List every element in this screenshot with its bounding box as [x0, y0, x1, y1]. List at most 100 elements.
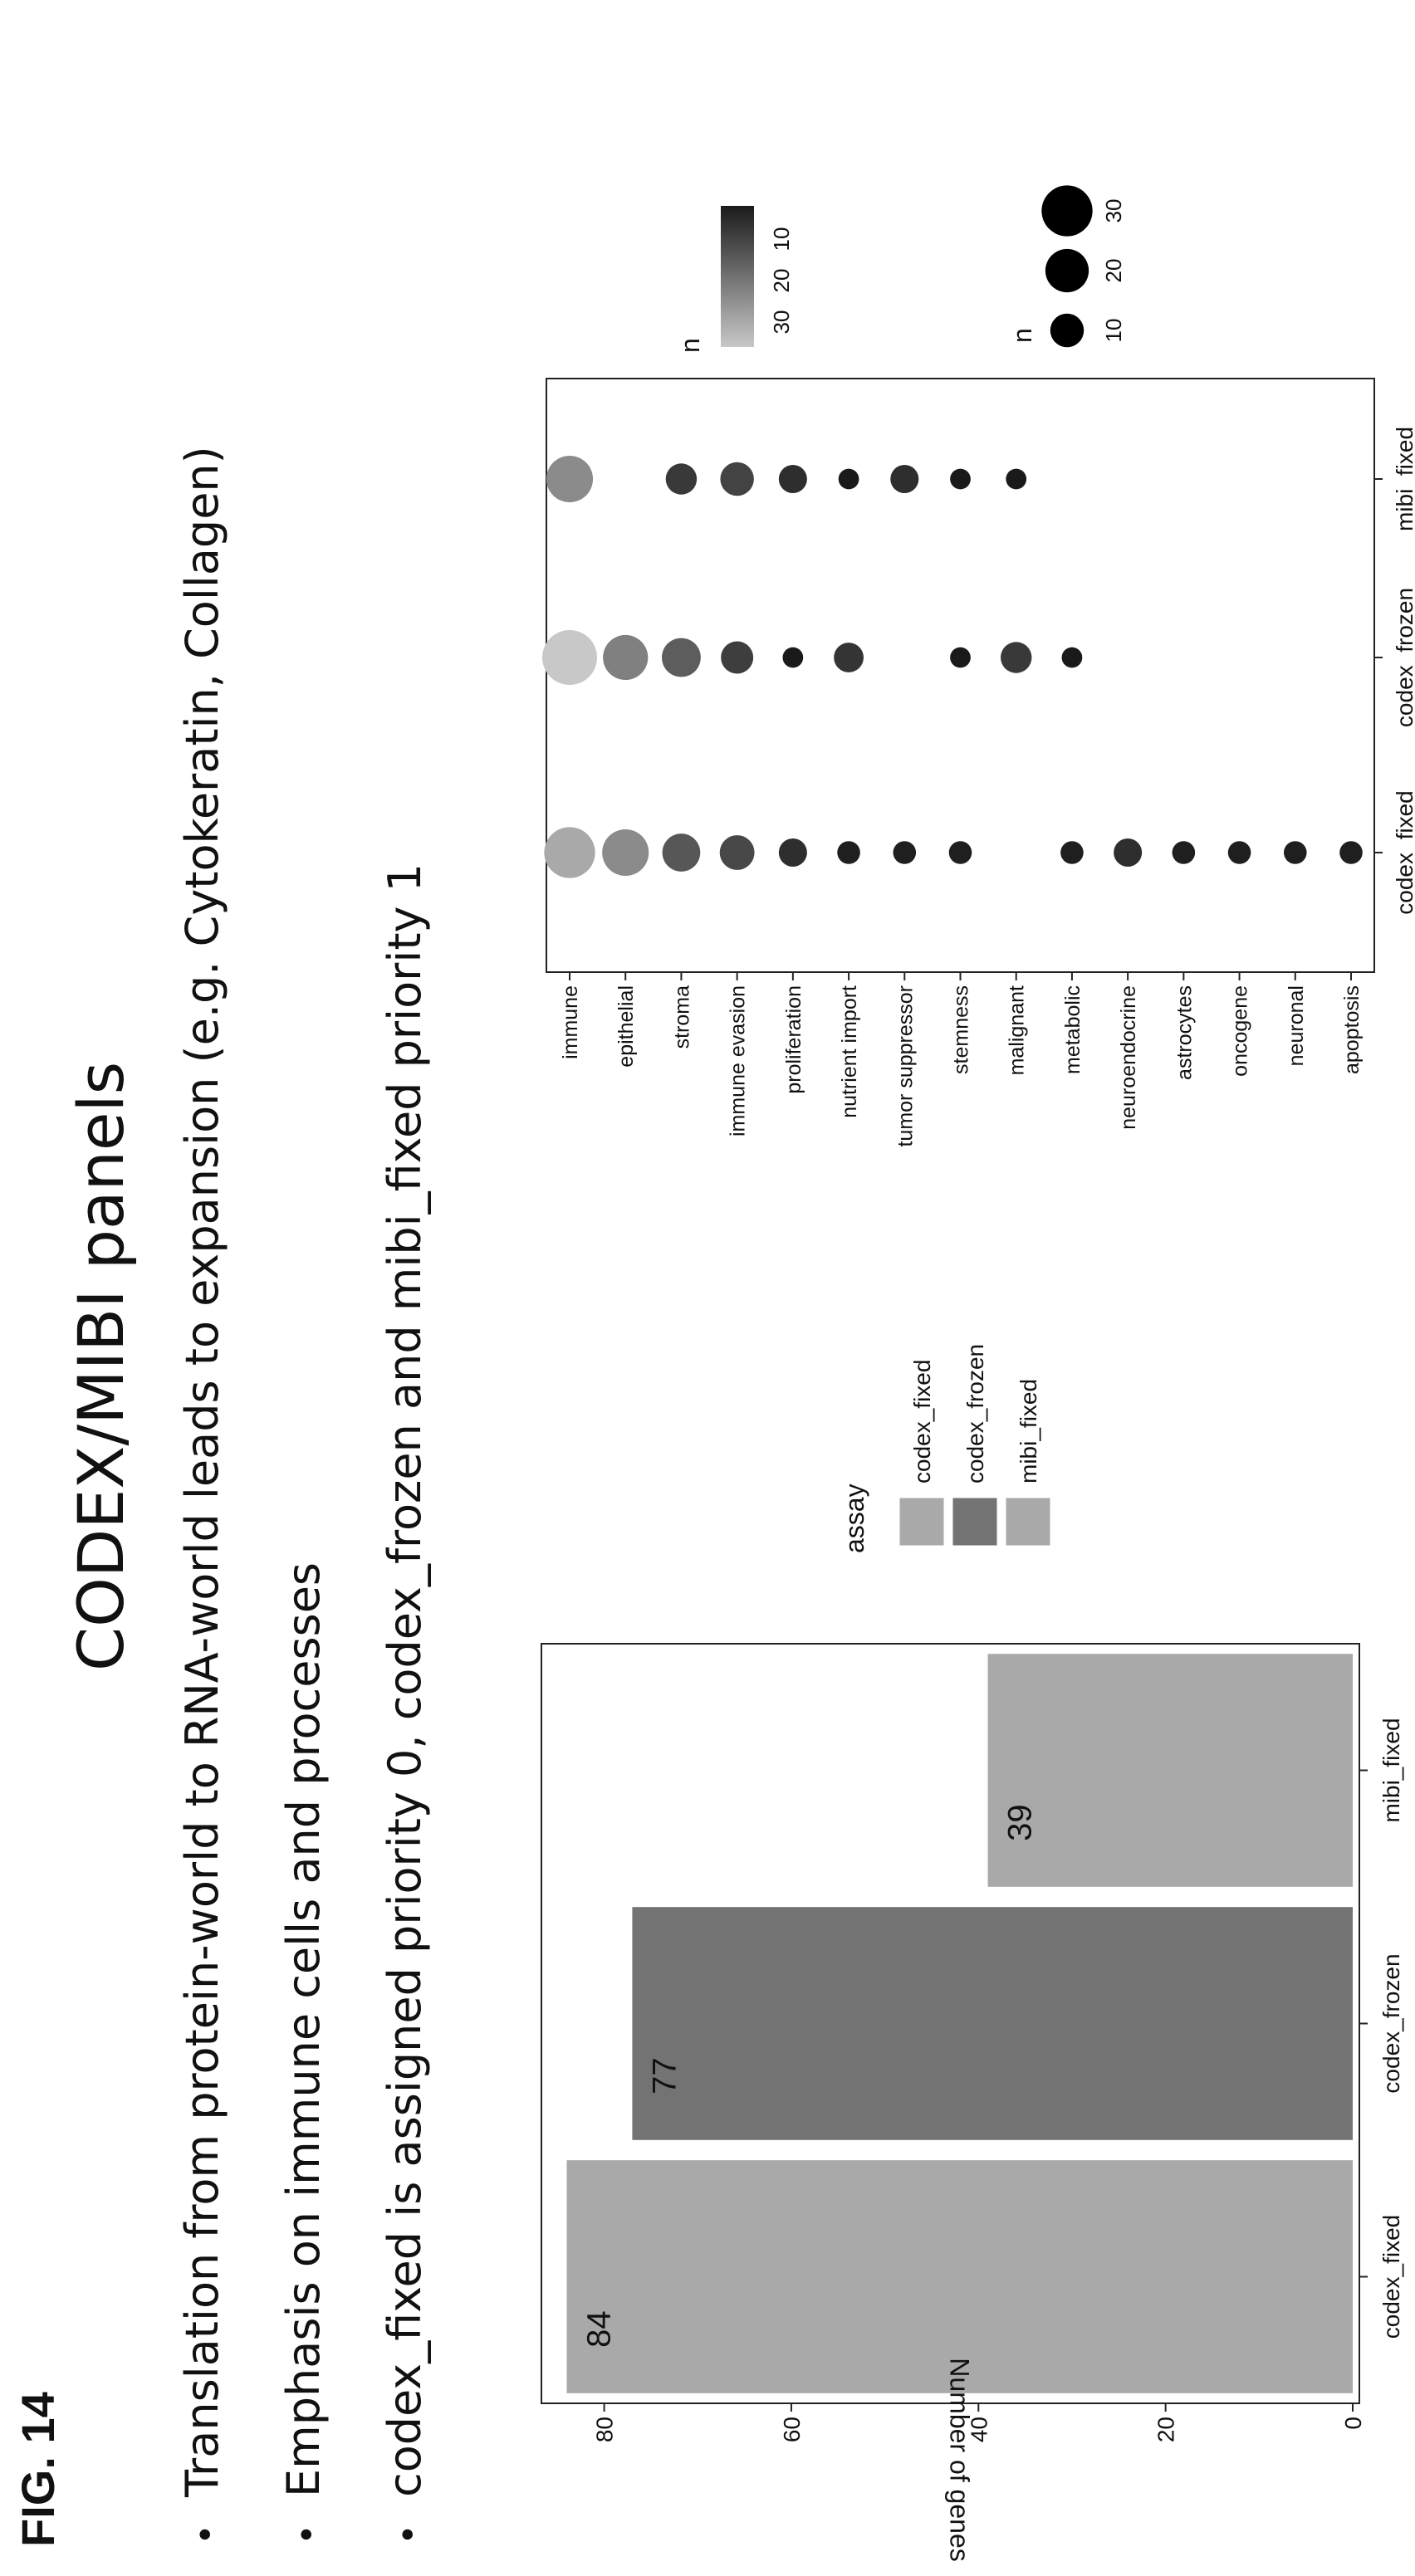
bar-data-label: 39 — [1002, 1804, 1039, 1841]
dot-y-tick-label: metabolic — [1061, 985, 1085, 1074]
bullet-3-text: codex_fixed is assigned priority 0, code… — [379, 863, 431, 2497]
size-legend-tick-label: 10 — [1101, 319, 1126, 343]
color-legend-tick-label: 20 — [769, 269, 794, 293]
dot-codex_fixed-neuronal — [1283, 841, 1307, 864]
bar-y-tick-label: 80 — [592, 2417, 618, 2442]
dot-x-tick-label: codex_fixed — [1392, 790, 1415, 914]
bar-codex_fixed — [566, 2160, 1353, 2393]
bar-legend-title: assay — [840, 1484, 869, 1553]
dot-mibi_fixed-stroma — [665, 463, 698, 495]
dot-y-tick-label: oncogene — [1229, 985, 1252, 1077]
bar-legend-swatch — [950, 1495, 1000, 1548]
dot-y-tick-label: stemness — [950, 985, 973, 1074]
figure-label: FIG. 14 — [12, 2392, 64, 2547]
color-legend: n 30 20 10 — [675, 206, 794, 353]
bullet-2-text: Emphasis on immune cells and processes — [277, 1562, 330, 2497]
color-legend-tick-label: 30 — [769, 310, 794, 335]
dot-mibi_fixed-stemness — [950, 468, 971, 490]
dot-codex_fixed-immune — [544, 827, 595, 878]
bar-legend-label: mibi_fixed — [1016, 1379, 1041, 1484]
dot-codex_frozen-malignant — [1000, 642, 1032, 673]
dot-codex_frozen-stroma — [662, 638, 701, 677]
dot-mibi_fixed-tumor-suppressor — [890, 464, 919, 494]
dot-y-tick-label: proliferation — [782, 985, 805, 1094]
dot-codex_fixed-metabolic — [1060, 841, 1084, 864]
size-legend-dot — [1041, 185, 1093, 237]
dot-codex_frozen-proliferation — [782, 647, 804, 668]
dot-codex_frozen-immune-evasion — [721, 641, 754, 674]
color-legend-tick-label: 10 — [769, 227, 794, 252]
dot-codex_fixed-nutrient-import — [837, 841, 860, 864]
bar-chart: 0 20 40 60 80 84 77 39 codex_fixed codex_frozen… — [541, 1344, 1404, 2562]
dot-plot: immune epithelial stroma immune evasion prol… — [542, 185, 1415, 1147]
color-legend-bar — [721, 206, 754, 347]
dot-codex_fixed-proliferation — [778, 838, 807, 868]
dot-y-tick-label: neuroendocrine — [1117, 985, 1140, 1130]
dot-mibi_fixed-proliferation — [778, 464, 807, 494]
size-legend-tick-label: 20 — [1101, 259, 1126, 283]
dot-plot-panel — [546, 378, 1375, 973]
bar-series: 84 77 39 — [566, 1654, 1354, 2393]
bar-data-label: 84 — [581, 2310, 618, 2348]
dot-mibi_fixed-malignant — [1006, 468, 1027, 490]
dot-codex_fixed-epithelial — [602, 829, 649, 877]
dot-y-tick-label: immune evasion — [727, 985, 750, 1136]
bar-y-tick-label: 60 — [779, 2417, 805, 2442]
dot-codex_fixed-oncogene — [1227, 841, 1251, 864]
bullet-2-marker: • — [284, 2528, 327, 2541]
bar-x-tick-label: codex_fixed — [1378, 2215, 1404, 2339]
dot-y-tick-label: malignant — [1006, 985, 1029, 1075]
bar-mibi_fixed — [987, 1654, 1354, 1887]
dot-x-axis: codex_fixed codex_frozen mibi_fixed — [1374, 427, 1415, 915]
dot-codex_frozen-metabolic — [1061, 647, 1083, 668]
bar-y-axis-label: Number of genes — [945, 2358, 975, 2561]
dot-x-tick-label: codex_frozen — [1392, 588, 1415, 727]
dot-y-tick-label: apoptosis — [1340, 985, 1364, 1074]
bar-codex_frozen — [632, 1907, 1353, 2140]
bar-legend: assay codex_fixed codex_frozen mibi_fixed — [840, 1344, 1053, 1553]
dot-mibi_fixed-nutrient-import — [838, 468, 859, 490]
dot-y-tick-label: stroma — [670, 985, 693, 1049]
size-legend: n 10 20 30 — [1007, 185, 1126, 348]
bullet-3-marker: • — [385, 2528, 428, 2541]
dot-x-tick-label: mibi_fixed — [1392, 427, 1415, 531]
dot-codex_frozen-nutrient-import — [834, 643, 864, 672]
size-legend-tick-label: 30 — [1101, 199, 1126, 223]
dot-y-tick-label: immune — [559, 985, 582, 1059]
bar-y-tick-label: 0 — [1340, 2417, 1366, 2430]
dot-y-tick-label: epithelial — [614, 985, 638, 1068]
size-legend-title: n — [1007, 328, 1037, 343]
bullet-1-text: Translation from protein-world to RNA-wo… — [176, 446, 228, 2498]
bar-legend-label: codex_frozen — [962, 1344, 988, 1484]
dot-y-tick-label: neuronal — [1285, 985, 1308, 1066]
bar-data-label: 77 — [646, 2057, 683, 2095]
bar-y-axis: 0 20 40 60 80 — [592, 2403, 1366, 2442]
dot-codex_fixed-tumor-suppressor — [893, 841, 917, 864]
bar-y-tick-label: 40 — [966, 2417, 991, 2442]
figure-title: CODEX/MIBI panels — [64, 1062, 138, 1671]
size-legend-dot — [1050, 313, 1085, 348]
bar-y-tick-label: 20 — [1153, 2417, 1179, 2442]
bar-x-tick-label: mibi_fixed — [1378, 1718, 1404, 1822]
dot-codex_fixed-immune-evasion — [719, 835, 755, 870]
rotated-page: FIG. 14 CODEX/MIBI panels • Translation … — [12, 185, 1415, 2562]
dot-codex_fixed-apoptosis — [1339, 841, 1363, 864]
color-legend-title: n — [675, 338, 705, 353]
dot-codex_fixed-neuroendocrine — [1114, 838, 1143, 868]
dot-y-tick-label: nutrient import — [838, 985, 861, 1118]
dot-codex_fixed-stemness — [948, 841, 972, 864]
dot-codex_frozen-epithelial — [603, 634, 649, 681]
bullet-1-marker: • — [183, 2528, 226, 2541]
dot-codex_fixed-stroma — [662, 833, 701, 872]
bar-legend-swatch — [897, 1495, 947, 1548]
dot-codex_fixed-astrocytes — [1172, 841, 1196, 864]
dot-series — [542, 455, 1363, 878]
dot-y-tick-label: tumor suppressor — [894, 985, 917, 1147]
dot-mibi_fixed-immune-evasion — [720, 462, 754, 496]
bar-x-tick-label: codex_frozen — [1378, 1953, 1404, 2093]
bar-legend-swatch — [1003, 1495, 1053, 1548]
bar-legend-label: codex_fixed — [909, 1360, 935, 1484]
dot-y-tick-label: astrocytes — [1173, 985, 1196, 1080]
bar-x-axis: codex_fixed codex_frozen mibi_fixed — [1359, 1718, 1404, 2339]
